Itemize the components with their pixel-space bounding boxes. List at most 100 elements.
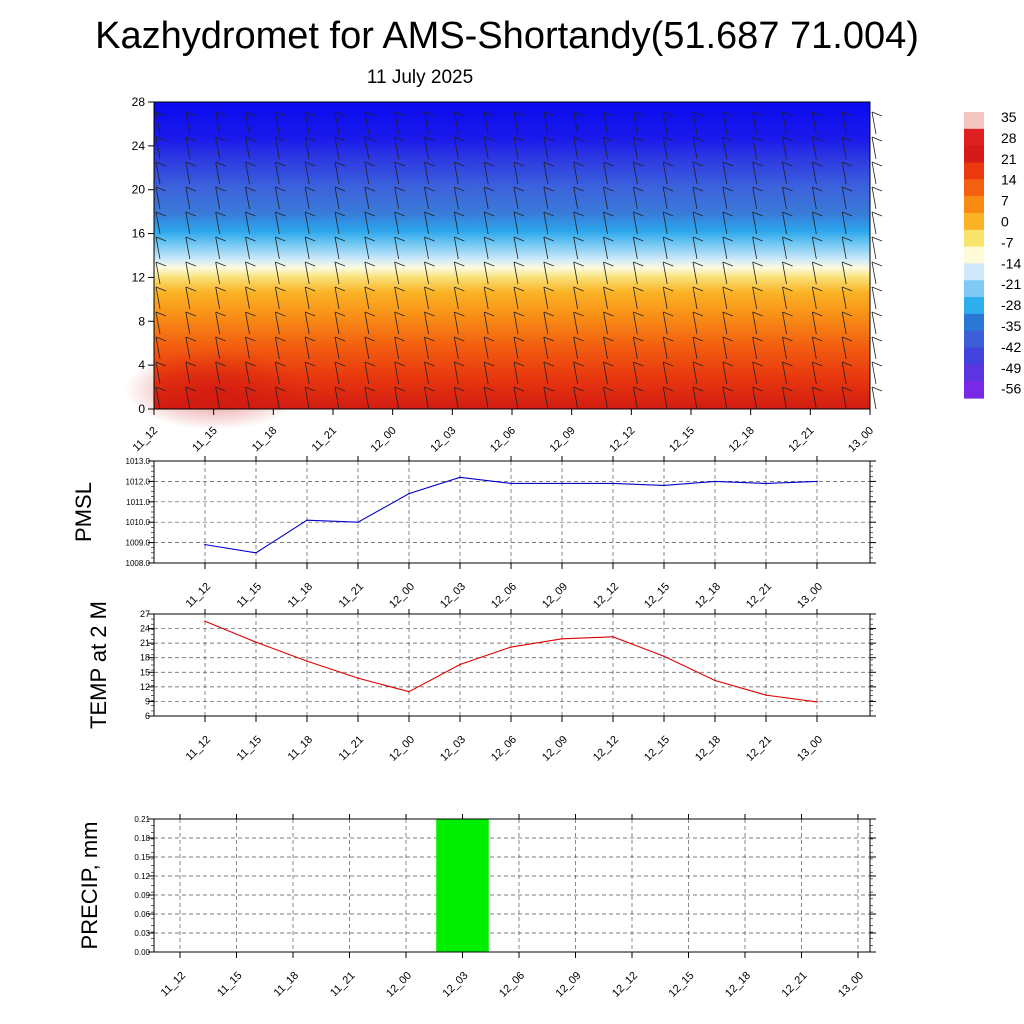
wind-barb-flag [842, 361, 853, 367]
wind-barb-flag [215, 186, 226, 192]
data-point [306, 519, 308, 521]
wind-barb [543, 211, 549, 235]
wind-barb-flag [692, 186, 704, 192]
wind-barb-flag [842, 136, 853, 142]
wind-barb-flag [543, 286, 554, 292]
wind-barb-flag [663, 186, 674, 192]
wind-barb-flag [812, 311, 823, 317]
data-point [408, 690, 410, 693]
xtick-label: 11_21 [337, 734, 367, 764]
wind-barb [185, 261, 191, 285]
wind-barb [334, 386, 340, 410]
wind-barb [722, 186, 728, 210]
wind-barb [304, 136, 310, 160]
ytick-label: 1008.0 [126, 559, 151, 568]
wind-barb-flag [663, 236, 674, 242]
colorbar-swatch [964, 280, 984, 298]
wind-barb-flag [871, 361, 883, 367]
wind-barb [513, 211, 519, 235]
data-point [612, 636, 614, 638]
wind-barb-flag [543, 361, 554, 367]
wind-barb [513, 336, 519, 360]
xtick-label: 12_18 [723, 970, 753, 1000]
colorbar-swatch [964, 212, 984, 231]
data-point [510, 482, 512, 485]
xtick-label: 11_18 [286, 734, 316, 764]
wind-barb-flag [275, 211, 286, 217]
wind-barb [394, 361, 400, 385]
wind-barb-flag [275, 336, 286, 342]
heat-ytick-label: 12 [132, 270, 146, 284]
wind-barb [752, 211, 758, 235]
wind-barb [185, 211, 191, 235]
wind-barb-flag [334, 311, 346, 317]
wind-barb [811, 236, 817, 260]
wind-barb-flag [871, 211, 883, 217]
wind-barb-flag [394, 136, 405, 142]
heat-xtick-label: 12_00 [369, 425, 399, 455]
chart-subtitle: 11 July 2025 [367, 67, 473, 88]
wind-barb [573, 336, 579, 360]
ytick-label: 0.21 [134, 815, 150, 824]
ytick-label: 18 [140, 653, 150, 663]
wind-barb-flag [752, 111, 763, 117]
colorbar-label: -21 [1001, 276, 1021, 292]
wind-barb-flag [722, 211, 733, 217]
wind-barb [453, 236, 459, 260]
wind-barb [513, 386, 519, 410]
xtick-label: 13_00 [836, 970, 866, 1000]
wind-barb-flag [543, 336, 554, 342]
wind-barb-flag [454, 161, 465, 167]
wind-barb [543, 311, 549, 335]
wind-barb [334, 261, 340, 285]
wind-barb [722, 311, 728, 335]
wind-barb-flag [603, 286, 614, 292]
data-point [255, 552, 257, 554]
wind-barb-flag [215, 311, 226, 317]
wind-barb [424, 311, 429, 335]
data-point [408, 492, 410, 495]
wind-barb [334, 286, 340, 310]
wind-barb-flag [364, 336, 375, 342]
wind-barb [483, 111, 489, 135]
wind-barb [603, 261, 608, 285]
chart-title: Kazhydromet for AMS-Shortandy(51.687 71.… [95, 15, 919, 57]
wind-barb-flag [842, 236, 853, 242]
wind-barb [662, 286, 668, 310]
wind-barb [722, 136, 728, 160]
wind-barb-flag [185, 336, 196, 342]
wind-barb-flag [722, 161, 733, 167]
wind-barb-flag [633, 386, 644, 392]
wind-barb [692, 386, 698, 410]
wind-barb [871, 311, 877, 335]
heat-xtick-label: 12_12 [607, 425, 637, 455]
heat-xtick-label: 12_18 [727, 425, 757, 455]
wind-barb-flag [722, 261, 733, 267]
wind-barb [245, 311, 250, 335]
wind-barb [483, 336, 489, 360]
wind-barb [692, 236, 698, 260]
wind-barb-flag [842, 386, 853, 392]
wind-barb [394, 386, 400, 410]
xtick-label: 12_21 [780, 970, 810, 1000]
wind-barb [841, 236, 847, 260]
wind-barb [871, 386, 877, 410]
wind-barb [811, 186, 817, 210]
colorbar-swatch [964, 112, 984, 130]
wind-barb-flag [513, 261, 525, 267]
plot-frame [153, 460, 871, 564]
wind-barb [483, 211, 489, 235]
wind-barb-flag [424, 211, 435, 217]
wind-barb [752, 336, 758, 360]
wind-barb-flag [543, 161, 554, 167]
wind-barb-flag [275, 261, 286, 267]
wind-barb-flag [573, 136, 584, 142]
wind-barb-flag [782, 386, 793, 392]
wind-barb [662, 186, 668, 210]
wind-barb-flag [692, 211, 704, 217]
wind-barb [483, 186, 489, 210]
wind-barb [185, 311, 191, 335]
xtick-label: 12_06 [489, 734, 519, 764]
xtick-label: 12_15 [642, 581, 672, 611]
colorbar-swatch [964, 297, 984, 315]
